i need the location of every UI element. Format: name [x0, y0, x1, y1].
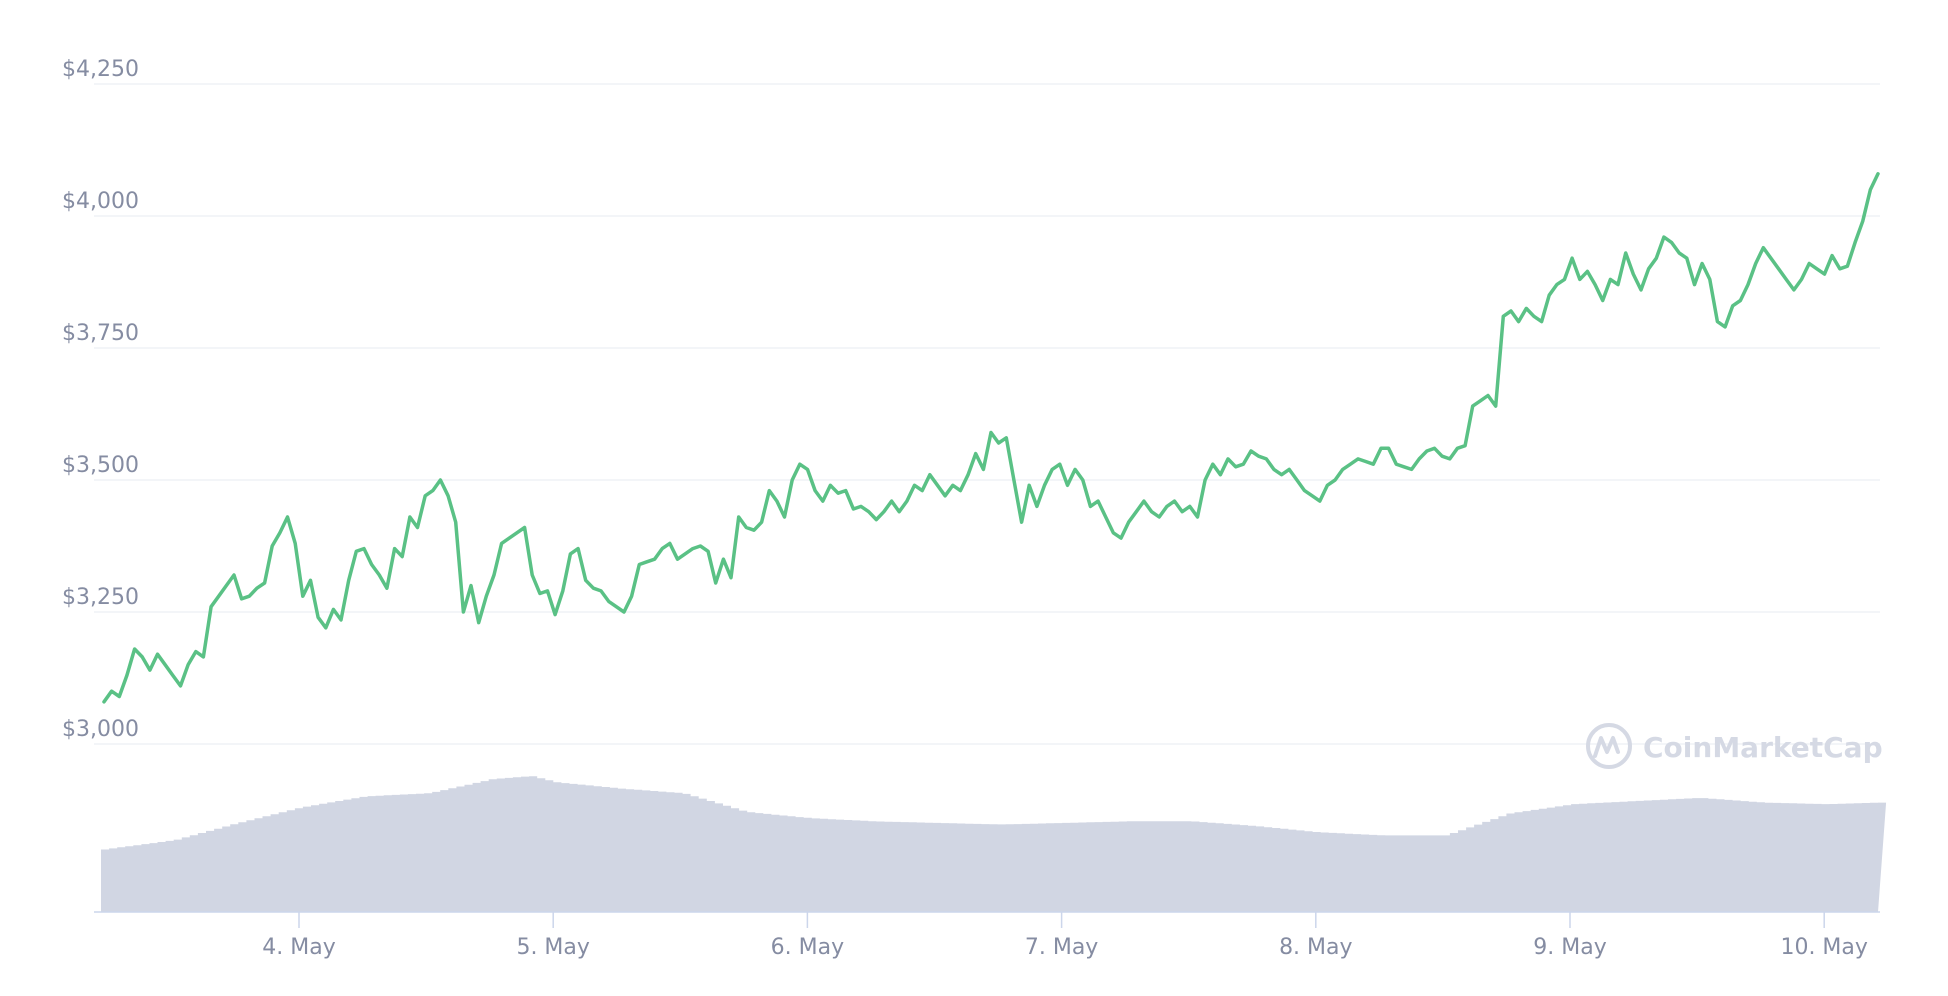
- x-tick-label: 10. May: [1780, 935, 1867, 960]
- y-tick-label: $4,000: [62, 189, 139, 214]
- x-axis-ticks: 4. May 5. May 6. May 7. May 8. May 9. May 10. …: [262, 912, 1868, 960]
- watermark: CoinMarketCap: [1586, 723, 1883, 769]
- x-tick-label: 8. May: [1279, 935, 1352, 960]
- x-tick-label: 9. May: [1533, 935, 1606, 960]
- x-tick-label: 4. May: [262, 935, 335, 960]
- watermark-text: CoinMarketCap: [1643, 731, 1883, 764]
- y-tick-label: $3,750: [62, 321, 139, 346]
- x-tick-label: 5. May: [516, 935, 589, 960]
- x-tick-label: 7. May: [1025, 935, 1098, 960]
- y-tick-label: $3,250: [62, 585, 139, 610]
- y-tick-label: $3,000: [62, 717, 139, 742]
- y-tick-label: $3,500: [62, 453, 139, 478]
- x-tick-label: 6. May: [771, 935, 844, 960]
- y-gridlines: [94, 83, 1880, 745]
- y-tick-label: $4,250: [62, 57, 139, 82]
- y-axis-labels: $3,000 $3,250 $3,500 $3,750 $4,000 $4,250: [62, 57, 139, 742]
- price-line: [102, 172, 1880, 704]
- coinmarketcap-logo-icon: [1586, 723, 1632, 769]
- volume-area: [101, 776, 1887, 912]
